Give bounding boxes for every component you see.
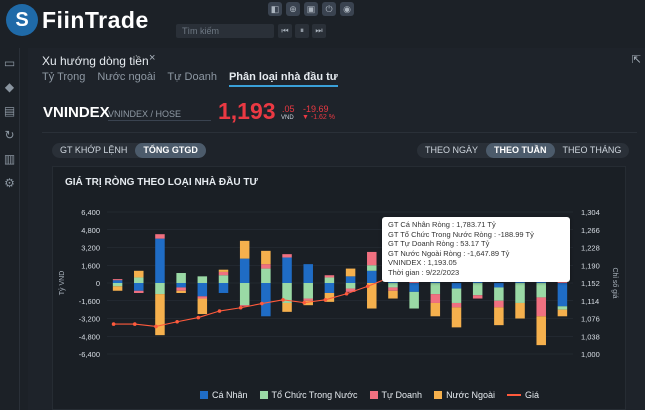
- tooltip-line: GT Cá Nhân Ròng : 1,783.71 Tỷ: [388, 220, 496, 229]
- tab-tu-doanh[interactable]: Tự Doanh: [167, 71, 217, 83]
- search-input[interactable]: Tìm kiếm: [176, 24, 274, 38]
- legend-label: Cá Nhân: [212, 390, 248, 400]
- theo-tuan-button[interactable]: THEO TUẦN: [486, 143, 555, 158]
- tab-nuoc-ngoai[interactable]: Nước ngoài: [97, 71, 156, 83]
- period-toggle: THEO NGÀY THEO TUẦN THEO THÁNG: [417, 143, 630, 158]
- index-ticker: VNINDEX: [43, 104, 110, 121]
- legend-gia[interactable]: Giá: [507, 390, 539, 400]
- gt-khop-lenh-button[interactable]: GT KHỚP LỆNH: [60, 145, 128, 155]
- layout-icon[interactable]: ◧: [268, 2, 282, 16]
- record-icon[interactable]: ◉: [340, 2, 354, 16]
- pause-icon[interactable]: ⏸: [295, 24, 309, 38]
- legend-label: Giá: [525, 390, 540, 400]
- power-icon[interactable]: ⏻: [322, 2, 336, 16]
- theo-ngay-button[interactable]: THEO NGÀY: [425, 145, 479, 155]
- tooltip-line: GT Nước Ngoài Ròng : -1,647.89 Tỷ: [388, 248, 510, 258]
- legend-ca-nhan[interactable]: Cá Nhân: [200, 390, 248, 400]
- legend-nuoc-ngoai[interactable]: Nước Ngoài: [434, 390, 495, 400]
- tooltip-line: Thời gian : 9/22/2023: [388, 267, 460, 277]
- cube-icon[interactable]: ◆: [4, 80, 15, 94]
- legend-swatch: [507, 394, 522, 396]
- next-icon[interactable]: ⏭: [312, 24, 326, 38]
- legend-to-chuc[interactable]: Tổ Chức Trong Nước: [259, 390, 358, 400]
- save-icon[interactable]: ▤: [3, 104, 16, 118]
- top-bar: S FiinTrade ◧ ⊕ ▣ ⏻ ◉ Tìm kiếm ⏮ ⏸ ⏭: [0, 0, 645, 40]
- tab-ty-trong[interactable]: Tỷ Trọng: [42, 71, 86, 83]
- tab-phan-loai-nha-dau-tu[interactable]: Phân loại nhà đầu tư: [228, 71, 338, 87]
- legend-swatch: [259, 391, 268, 399]
- legend-tu-doanh[interactable]: Tự Doanh: [369, 390, 423, 400]
- chart-legend: Cá Nhân Tổ Chức Trong Nước Tự Doanh Nước…: [200, 390, 539, 400]
- zoom-icon[interactable]: ⊕: [286, 2, 300, 16]
- app-logo[interactable]: S FiinTrade: [6, 4, 149, 36]
- chart-container: GIÁ TRỊ RÒNG THEO LOẠI NHÀ ĐẦU TƯ: [52, 166, 626, 410]
- sidebar: ▭ ◆ ▤ ↻ ▥ ⚙: [0, 48, 20, 410]
- currency-label: VND: [281, 115, 294, 121]
- theo-thang-button[interactable]: THEO THÁNG: [562, 145, 622, 155]
- legend-swatch: [434, 391, 443, 399]
- chart-title: GIÁ TRỊ RÒNG THEO LOẠI NHÀ ĐẦU TƯ: [65, 177, 258, 188]
- tooltip-line: VNINDEX : 1,193.05: [388, 258, 457, 268]
- tong-gtgd-button[interactable]: TỔNG GTGD: [135, 143, 206, 158]
- chart-tooltip: GT Cá Nhân Ròng : 1,783.71 Tỷ GT Tổ Chức…: [382, 217, 570, 282]
- close-icon[interactable]: ×: [149, 52, 156, 64]
- legend-swatch: [369, 391, 378, 399]
- price-decimal: .05: [282, 104, 295, 114]
- previous-icon[interactable]: ⏮: [278, 24, 292, 38]
- price-change: -19.69: [303, 104, 329, 114]
- panel-tabs: Tỷ Trọng Nước ngoài Tự Doanh Phân loại n…: [42, 71, 338, 87]
- divider: [42, 132, 637, 133]
- refresh-icon[interactable]: ↻: [4, 128, 15, 142]
- legend-label: Nước Ngoài: [446, 390, 496, 400]
- expand-icon[interactable]: ⇱: [631, 54, 641, 66]
- tooltip-line: GT Tự Doanh Ròng : 53.17 Tỷ: [388, 239, 490, 249]
- legend-label: Tổ Chức Trong Nước: [271, 390, 358, 400]
- screen-icon[interactable]: ▣: [304, 2, 318, 16]
- gear-icon[interactable]: ⚙: [4, 176, 15, 190]
- price-change-pct: ▼ -1.62 %: [302, 114, 335, 121]
- price-change-pct-value: -1.62 %: [310, 114, 335, 121]
- logo-text: FiinTrade: [42, 6, 149, 33]
- legend-swatch: [200, 391, 208, 399]
- legend-label: Tự Doanh: [381, 390, 423, 400]
- logo-icon: S: [6, 4, 38, 36]
- order-type-toggle: GT KHỚP LỆNH TỔNG GTGD: [52, 143, 206, 158]
- toolbar-icons: ◧ ⊕ ▣ ⏻ ◉: [268, 2, 354, 16]
- print-icon[interactable]: ▥: [3, 152, 16, 166]
- index-exchange[interactable]: VNINDEX / HOSE: [108, 109, 182, 119]
- player-controls: ⏮ ⏸ ⏭: [278, 24, 326, 38]
- window-icon[interactable]: ▭: [3, 56, 16, 70]
- panel-title: Xu hướng dòng tiền: [42, 54, 149, 68]
- index-underline: [108, 120, 211, 121]
- index-price: 1,193: [218, 98, 276, 124]
- tooltip-line: GT Tổ Chức Trong Nước Ròng : -188.99 Tỷ: [388, 229, 534, 239]
